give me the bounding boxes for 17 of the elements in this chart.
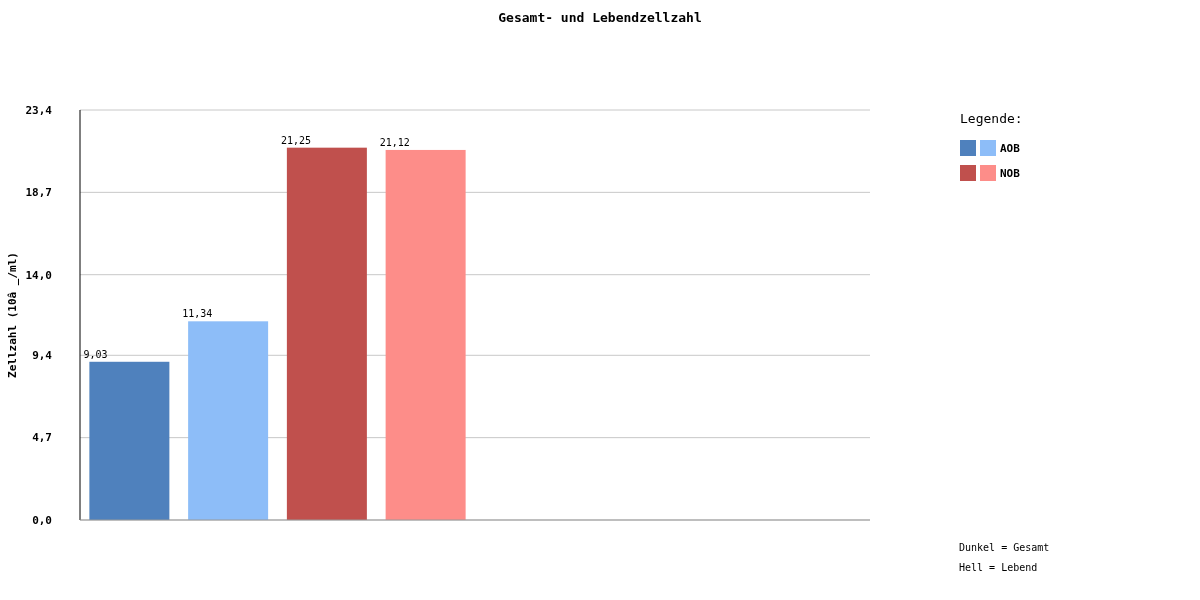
chart-title: Gesamt- und Lebendzellzahl (498, 10, 702, 25)
y-tick-label: 18,7 (25, 186, 52, 200)
y-tick-label: 4,7 (32, 431, 52, 445)
text: Hell = Lebend (959, 562, 1038, 573)
data-label: 9,03 (83, 348, 108, 360)
legend-title: Legende: (960, 111, 1023, 126)
y-tick-label: 14,0 (25, 268, 52, 282)
data-label: 21,12 (379, 136, 410, 148)
y-tick-label: 9,4 (32, 349, 53, 363)
data-label: 11,34 (182, 308, 213, 320)
y-tick-label: 0,0 (32, 513, 52, 527)
data-label: 21,25 (280, 134, 311, 146)
y-tick-label: 23,4 (25, 103, 53, 117)
text: Dunkel = Gesamt (959, 542, 1050, 553)
y-axis-title: Zellzahl (10â _/ml) (6, 252, 19, 378)
legend-label: NOB (1000, 167, 1021, 180)
legend-label: AOB (1000, 142, 1021, 155)
